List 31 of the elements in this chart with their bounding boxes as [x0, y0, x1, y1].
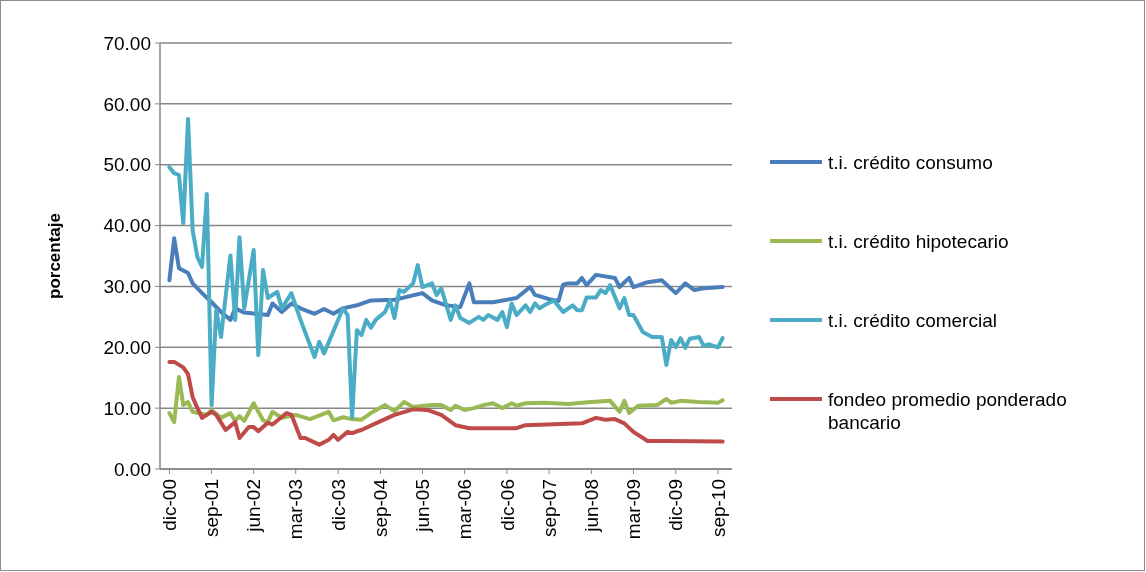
line-series — [167, 375, 725, 425]
y-axis-title: porcentaje — [45, 213, 64, 299]
legend-label: t.i. crédito comercial — [828, 309, 997, 331]
y-tick-label: 30.00 — [103, 276, 151, 298]
y-tick-label: 40.00 — [103, 215, 151, 237]
x-tick-label: dic-09 — [665, 479, 687, 531]
x-tick-label: mar-09 — [623, 479, 645, 540]
x-tick-label: sep-04 — [370, 478, 392, 538]
x-tick-label: sep-01 — [201, 479, 223, 538]
y-tick-label: 10.00 — [103, 397, 151, 419]
x-tick-label: mar-03 — [285, 479, 307, 540]
line-series — [167, 117, 725, 420]
y-tick-label: 60.00 — [103, 93, 151, 115]
x-tick-label: dic-03 — [327, 479, 349, 531]
legend-label: t.i. crédito consumo — [828, 151, 993, 173]
y-tick-label: 20.00 — [103, 336, 151, 358]
legend-label: t.i. crédito hipotecario — [828, 230, 1009, 252]
x-tick-label: dic-00 — [159, 479, 181, 531]
y-tick-label: 0.00 — [114, 458, 151, 480]
x-tick-label: sep-07 — [538, 479, 560, 538]
x-tick-label: mar-06 — [454, 479, 476, 540]
x-tick-label: dic-06 — [496, 479, 518, 531]
x-tick-label: jun-08 — [581, 479, 602, 533]
y-tick-label: 50.00 — [103, 154, 151, 176]
x-tick-label: jun-02 — [243, 479, 265, 533]
y-tick-label: 70.00 — [103, 32, 151, 54]
x-tick-label: jun-05 — [412, 479, 434, 533]
line-series — [167, 236, 725, 322]
legend-label: fondeo promedio ponderado bancario — [828, 388, 1067, 434]
x-tick-label: sep-10 — [707, 479, 729, 538]
line-series — [167, 359, 725, 447]
